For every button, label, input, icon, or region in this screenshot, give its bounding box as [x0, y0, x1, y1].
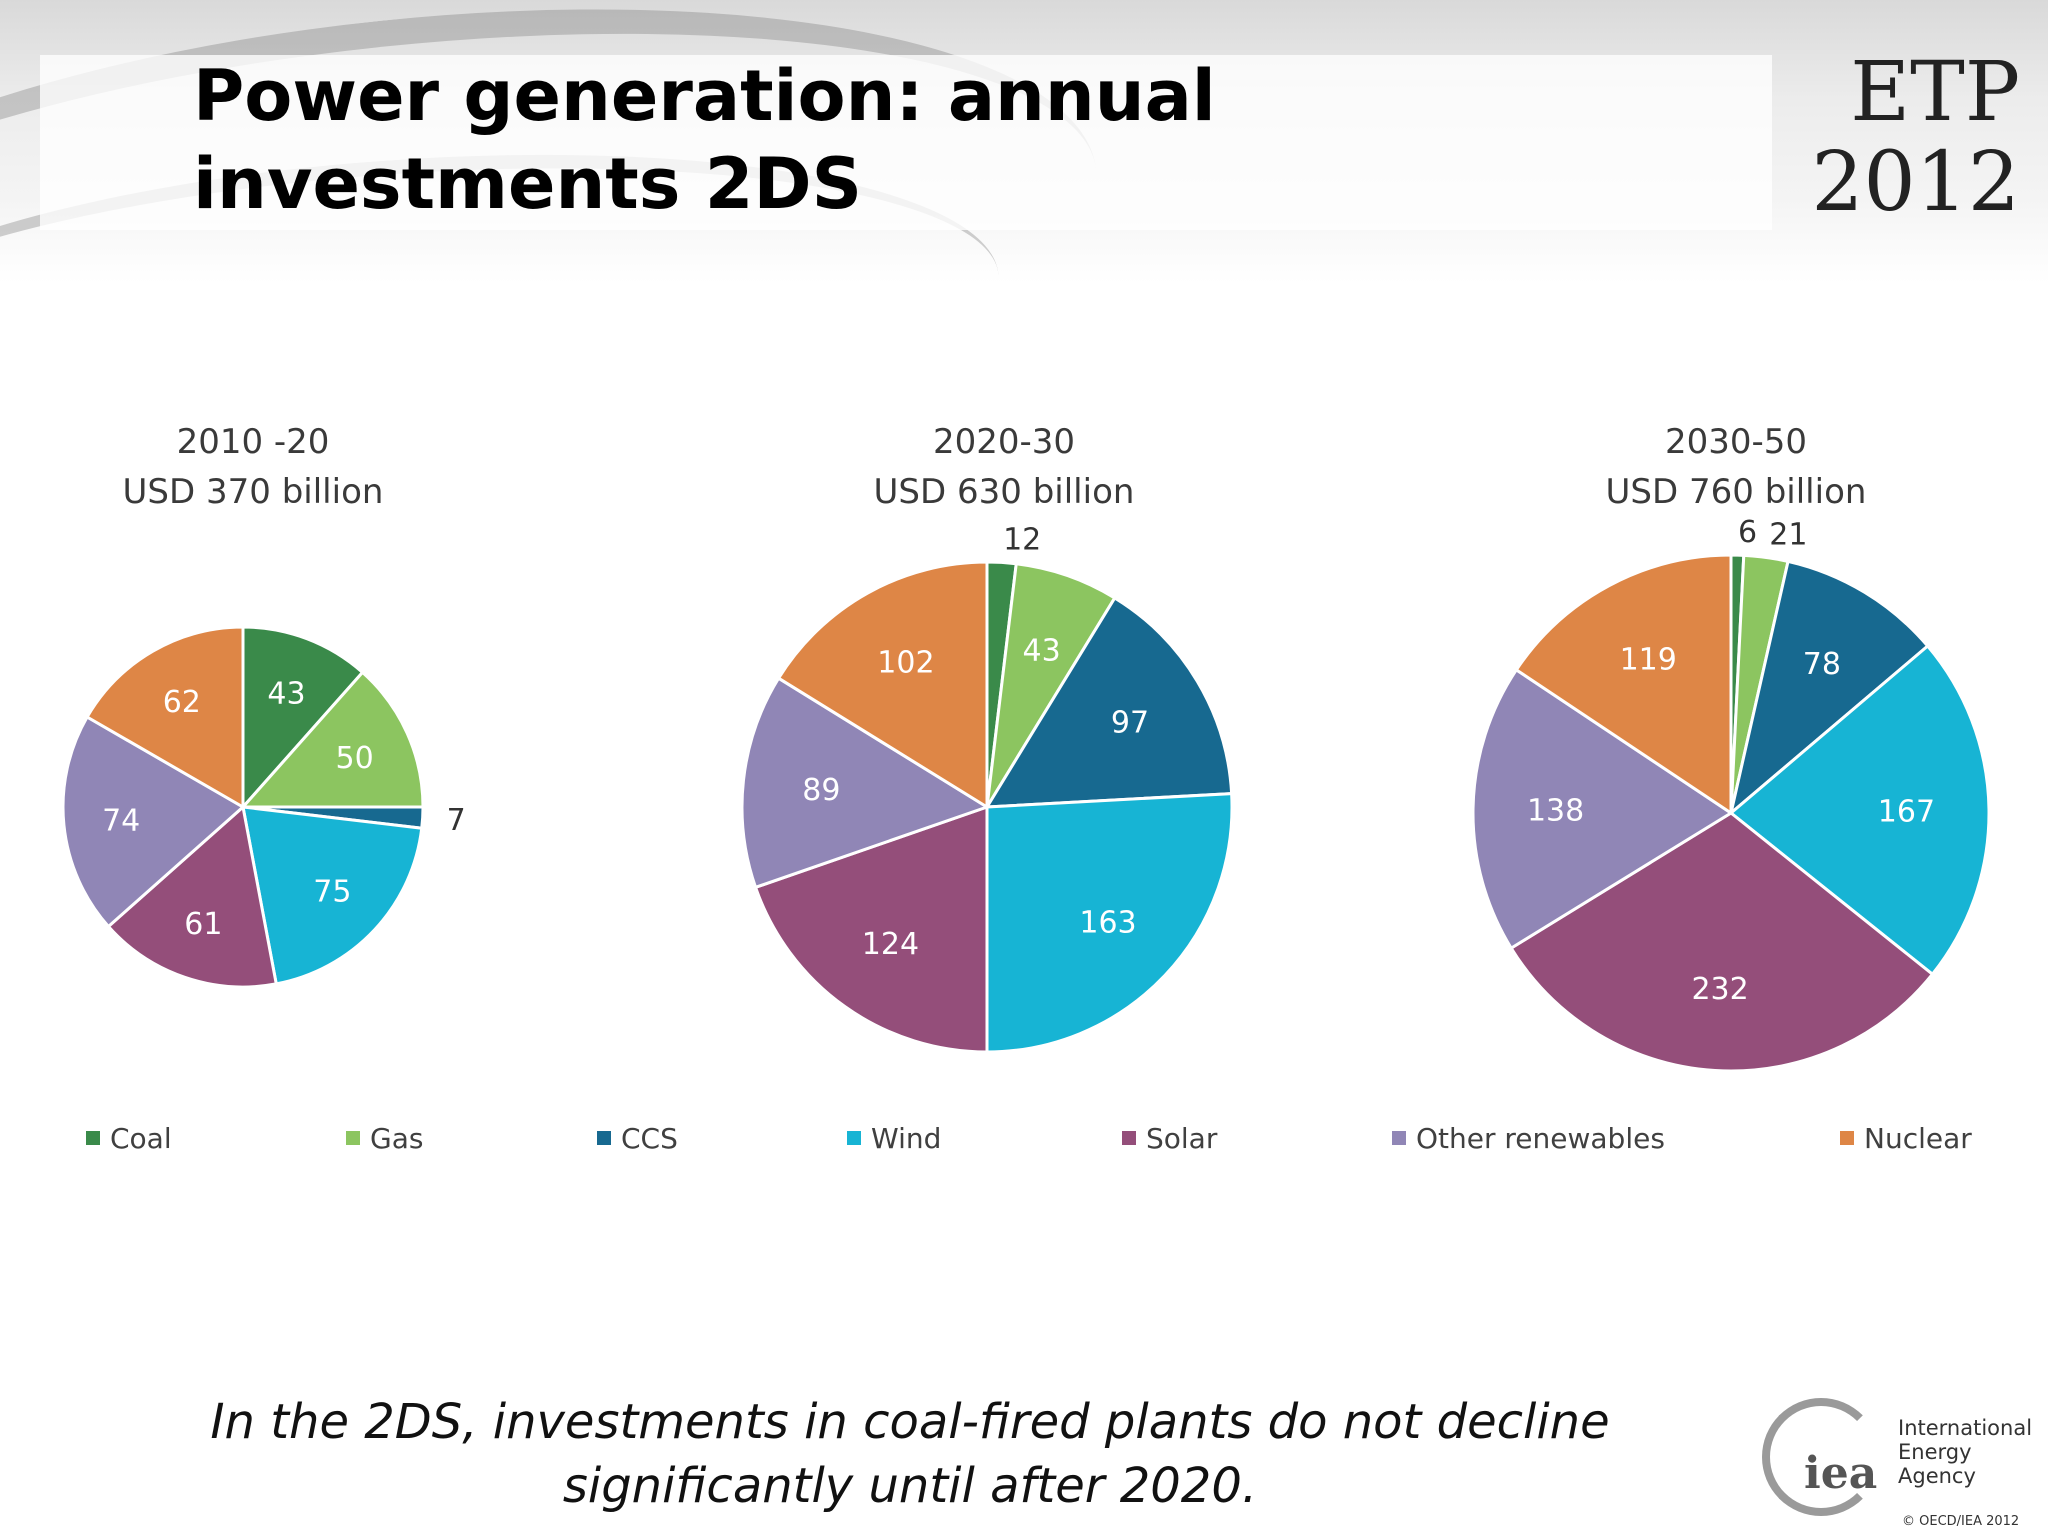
pie-data-label: 138: [1527, 794, 1584, 829]
legend-item-other-renewables: Other renewables: [1392, 1118, 1665, 1158]
iea-ring-icon: [1762, 1398, 1880, 1516]
pie-data-label: 124: [862, 927, 919, 962]
copyright: © OECD/IEA 2012: [1902, 1514, 2020, 1529]
pie-data-label: 167: [1878, 795, 1935, 830]
pie-chart: 2010 -20 USD 370 billion 43 50 7 75 61 74 62: [61, 422, 466, 989]
legend-item-nuclear: Nuclear: [1840, 1118, 1972, 1158]
pie-subtitle: USD 370 billion: [123, 472, 384, 512]
pie-data-label: 61: [184, 907, 222, 942]
pie-slice-nuclear: [1514, 553, 1733, 816]
legend-swatch: [1840, 1131, 1854, 1145]
pie-data-label: 12: [1003, 523, 1041, 558]
pie-slice-ccs: [984, 595, 1234, 809]
pie-title: 2020-30: [933, 422, 1075, 462]
pie-slice-nuclear: [85, 625, 245, 810]
title-panel: [40, 55, 1772, 230]
iea-name: International Energy Agency: [1898, 1416, 2048, 1488]
pie-data-label: 21: [1769, 518, 1807, 553]
legend-swatch: [1392, 1131, 1406, 1145]
legend-item-wind: Wind: [847, 1118, 941, 1158]
legend-label: Wind: [871, 1121, 942, 1155]
pie-chart: 2020-30 USD 630 billion 12 43 97 163 124 89 102: [740, 422, 1234, 1054]
pie-slice-solar: [106, 804, 279, 989]
pie-data-label: 232: [1691, 972, 1748, 1007]
pie-data-label: 7: [447, 803, 466, 838]
pie-data-label: 43: [267, 677, 305, 712]
slide-title: Power generation: annual investments 2DS: [193, 55, 1216, 225]
pie-data-label: 119: [1620, 642, 1677, 677]
pie-slice-other-renewables: [740, 676, 991, 890]
legend-item-solar: Solar: [1122, 1118, 1217, 1158]
pie-slice-coal: [241, 625, 365, 811]
pie-slice-wind: [241, 805, 424, 986]
pie-slice-nuclear: [776, 560, 989, 810]
legend-item-ccs: CCS: [597, 1118, 678, 1158]
legend-item-gas: Gas: [346, 1118, 423, 1158]
pie-data-label: 6: [1738, 515, 1757, 550]
pie-data-label: 74: [102, 803, 140, 838]
legend-swatch: [1122, 1131, 1136, 1145]
pie-slice-wind: [1728, 643, 1991, 977]
pie-slice-gas: [239, 670, 425, 809]
pie-data-label: 43: [1023, 634, 1061, 669]
iea-logo: iea International Energy Agency: [1758, 1392, 2048, 1532]
legend-swatch: [847, 1131, 861, 1145]
iea-name-line: International: [1898, 1416, 2033, 1440]
pie-data-label: 50: [336, 741, 374, 776]
iea-name-line: Energy Agency: [1898, 1440, 1976, 1488]
pie-slice-solar: [1509, 811, 1935, 1073]
pie-data-label: 102: [877, 646, 934, 681]
pie-title: 2010 -20: [177, 422, 330, 462]
pie-slice-other-renewables: [61, 714, 246, 929]
pie-data-label: 62: [163, 685, 201, 720]
chart-legend: Coal Gas CCS Wind Solar Other renewables Nucle…: [0, 1118, 2048, 1158]
pie-slice-ccs: [1728, 559, 1930, 818]
pie-data-label: 97: [1111, 706, 1149, 741]
legend-swatch: [346, 1131, 360, 1145]
pie-title: 2030-50: [1665, 422, 1807, 462]
pie-slice-gas: [985, 562, 1117, 808]
pie-data-label: 163: [1079, 906, 1136, 941]
pie-data-label: 75: [313, 875, 351, 910]
pie-slice-wind: [985, 791, 1234, 1054]
legend-label: CCS: [621, 1121, 678, 1155]
legend-item-coal: Coal: [86, 1118, 172, 1158]
pie-data-label: 89: [802, 773, 840, 808]
legend-swatch: [86, 1131, 100, 1145]
legend-swatch: [597, 1131, 611, 1145]
slide-caption: In the 2DS, investments in coal-fired pl…: [210, 1394, 1610, 1514]
etp-logo-text: ETP: [1850, 45, 2020, 140]
pie-subtitle: USD 760 billion: [1606, 472, 1867, 512]
legend-label: Gas: [370, 1121, 424, 1155]
pie-charts: 2010 -20 USD 370 billion 43 50 7 75 61 74 62 2020…: [61, 422, 1991, 1073]
etp-2012-logo: ETP 2012: [1780, 48, 2020, 238]
etp-logo-year: 2012: [1811, 135, 2020, 230]
legend-label: Nuclear: [1864, 1121, 1972, 1155]
legend-label: Solar: [1146, 1121, 1218, 1155]
pie-subtitle: USD 630 billion: [874, 472, 1135, 512]
legend-label: Coal: [110, 1121, 172, 1155]
pie-data-label: 78: [1803, 647, 1841, 682]
pie-slice-other-renewables: [1471, 667, 1734, 951]
legend-label: Other renewables: [1416, 1121, 1665, 1155]
iea-logo-text: iea: [1804, 1448, 1878, 1499]
